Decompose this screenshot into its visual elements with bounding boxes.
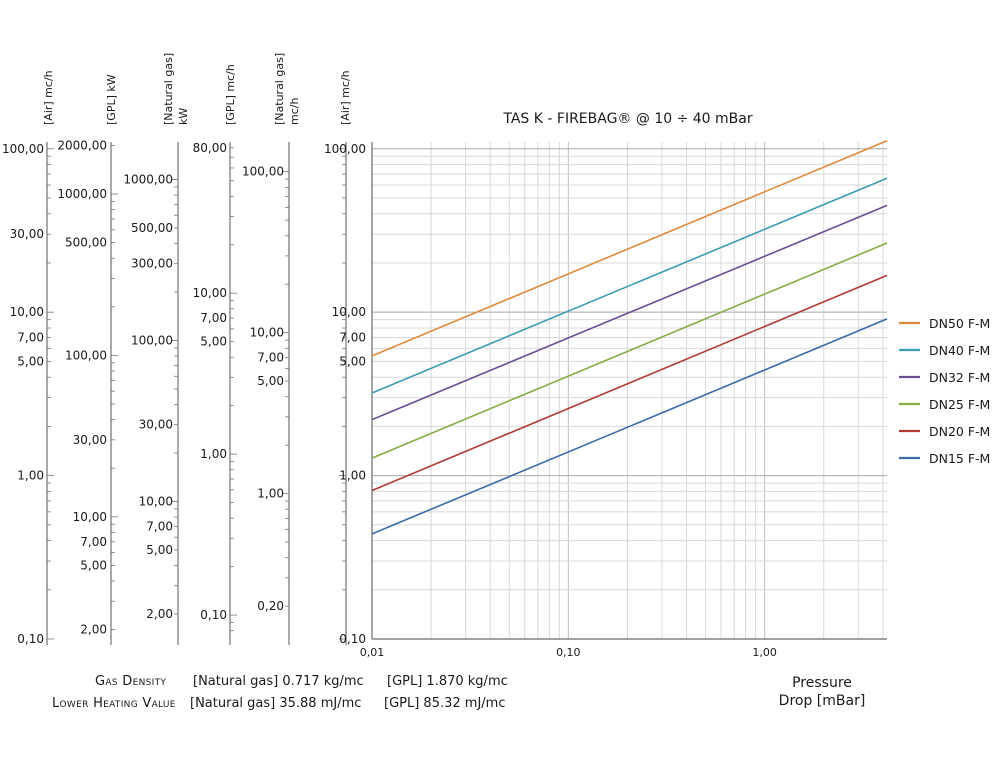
y-tick-label: 10,00 [332,305,366,319]
side-axis-label: 1,00 [17,469,44,483]
lhv-gpl: [GPL] 85.32 mJ/mc [384,696,506,711]
series-line-dn50-f-m [371,139,888,357]
side-axis-title: kW [177,108,190,125]
x-axis-label-line2: Drop [mBar] [779,693,866,709]
side-axis-label: 2,00 [80,623,107,637]
side-axis-label: 30,00 [139,418,173,432]
legend-label: DN32 F-M [929,370,990,385]
y-tick-label: 0,10 [339,632,366,646]
side-axis-label: 0,10 [17,632,44,646]
side-axis-label: 7,00 [80,535,107,549]
side-axis-label: 7,00 [17,330,44,344]
side-axis-label: 5,00 [17,354,44,368]
x-tick-label: 1,00 [752,646,777,659]
legend-label: DN20 F-M [929,424,990,439]
side-axis-label: 5,00 [146,543,173,557]
side-axis-label: 1,00 [257,487,284,501]
series-line-dn25-f-m [371,242,888,459]
side-axis-label: 500,00 [65,236,107,250]
side-axis-label: 100,00 [2,142,44,156]
side-axis-label: 300,00 [131,257,173,271]
side-axis-label: 2,00 [146,607,173,621]
y-tick-label: 100,00 [324,142,366,156]
series-line-dn32-f-m [371,204,888,421]
legend-label: DN50 F-M [929,316,990,331]
legend-label: DN40 F-M [929,343,990,358]
lhv-natgas: [Natural gas] 35.88 mJ/mc [190,696,362,711]
side-axis-label: 7,00 [200,311,227,325]
side-axis-label: 1,00 [200,447,227,461]
x-tick-label: 0,01 [360,646,385,659]
y-tick-label: 5,00 [339,354,366,368]
side-axis-label: 0,10 [200,608,227,622]
side-axis-label: 1000,00 [57,187,107,201]
legend-label: DN25 F-M [929,397,990,412]
side-axis-label: 5,00 [80,558,107,572]
side-axis-title: [GPL] mc/h [224,64,237,125]
side-axis-label: 1000,00 [123,173,173,187]
side-axis-title: mc/h [288,98,301,125]
side-axis-label: 7,00 [146,519,173,533]
x-axis-label-line1: Pressure [792,675,852,691]
grid-layer [371,142,887,640]
side-axis-label: 10,00 [193,286,227,300]
side-axis-label: 80,00 [193,141,227,155]
series-line-dn40-f-m [371,177,888,394]
side-axis-label: 2000,00 [57,138,107,152]
gas-density-gpl: [GPL] 1.870 kg/mc [387,674,508,689]
side-axis-label: 10,00 [73,510,107,524]
side-axis-label: 10,00 [139,495,173,509]
side-axis-label: 5,00 [257,374,284,388]
side-axis-title: [Air] mc/h [339,70,352,125]
chart-title: TAS K - FIREBAG® @ 10 ÷ 40 mBar [502,111,752,127]
gas-density-natgas: [Natural gas] 0.717 kg/mc [193,674,364,689]
side-axis-title: [Natural gas] [273,53,286,125]
legend-label: DN15 F-M [929,451,990,466]
side-axis-label: 0,20 [257,599,284,613]
y-tick-label: 7,00 [339,330,366,344]
x-tick-label: 0,10 [556,646,581,659]
side-axis-label: 5,00 [200,335,227,349]
side-axis-label: 30,00 [10,227,44,241]
y-tick-label: 1,00 [339,469,366,483]
side-axis-label: 10,00 [10,305,44,319]
side-axis-title: [Natural gas] [162,53,175,125]
side-axis-title: [Air] mc/h [42,70,55,125]
lower-heating-value-label: Lower Heating Value [52,696,176,711]
gas-density-label: Gas Density [95,674,167,689]
side-axis-label: 100,00 [131,334,173,348]
legend: DN50 F-M DN40 F-M DN32 F-M DN25 F-M DN20 F-M… [899,316,990,466]
side-axis-label: 500,00 [131,221,173,235]
series-line-dn20-f-m [371,274,888,492]
series-line-dn15-f-m [371,318,888,535]
side-axis-title: [GPL] kW [105,74,118,125]
side-axis-label: 10,00 [250,326,284,340]
side-axes-layer: 100,00 30,00 10,00 7,00 5,00 1,00 0,10 [Air] mc… [2,53,352,646]
side-axis-label: 100,00 [242,165,284,179]
side-axis-label: 7,00 [257,351,284,365]
side-axis-label: 30,00 [73,433,107,447]
side-axis-label: 100,00 [65,348,107,362]
